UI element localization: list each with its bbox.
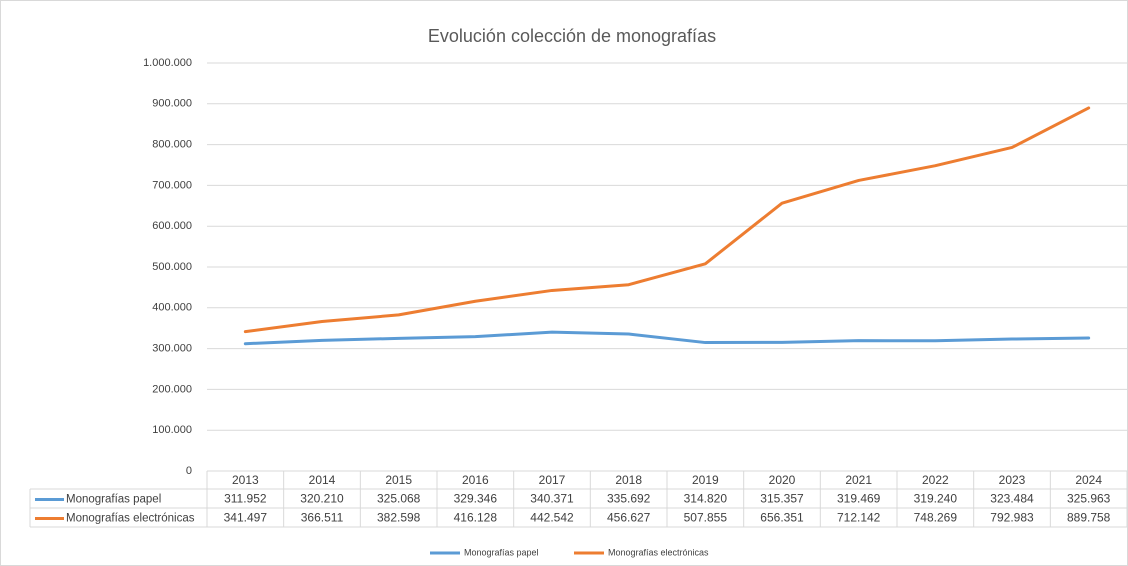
x-tick-label: 2018 bbox=[615, 473, 642, 487]
x-tick-label: 2017 bbox=[539, 473, 566, 487]
x-tick-label: 2020 bbox=[769, 473, 796, 487]
legend-label: Monografías papel bbox=[464, 547, 539, 557]
y-tick-label: 600.000 bbox=[152, 220, 192, 232]
table-cell: 456.627 bbox=[607, 511, 651, 525]
table-cell: 319.469 bbox=[837, 492, 881, 506]
table-cell: 656.351 bbox=[760, 511, 804, 525]
y-tick-label: 100.000 bbox=[152, 424, 192, 436]
table-cell: 320.210 bbox=[300, 492, 344, 506]
table-cell: 442.542 bbox=[530, 511, 574, 525]
table-cell: 314.820 bbox=[684, 492, 728, 506]
table-cell: 311.952 bbox=[224, 492, 267, 506]
table-cell: 329.346 bbox=[454, 492, 498, 506]
table-cell: 335.692 bbox=[607, 492, 651, 506]
x-tick-label: 2015 bbox=[385, 473, 412, 487]
x-tick-label: 2013 bbox=[232, 473, 259, 487]
table-cell: 748.269 bbox=[914, 511, 958, 525]
table-cell: 325.963 bbox=[1067, 492, 1111, 506]
series-line bbox=[243, 330, 1091, 346]
table-cell: 319.240 bbox=[914, 492, 958, 506]
x-tick-label: 2019 bbox=[692, 473, 719, 487]
table-cell: 507.855 bbox=[684, 511, 728, 525]
table-cell: 712.142 bbox=[837, 511, 881, 525]
table-cell: 416.128 bbox=[454, 511, 498, 525]
table-series-name: Monografías papel bbox=[66, 494, 161, 506]
x-tick-label: 2014 bbox=[309, 473, 336, 487]
x-tick-label: 2022 bbox=[922, 473, 949, 487]
chart-title: Evolución colección de monografías bbox=[428, 26, 716, 46]
table-cell: 325.068 bbox=[377, 492, 421, 506]
table-cell: 366.511 bbox=[301, 511, 344, 525]
table-series-name: Monografías electrónicas bbox=[66, 513, 195, 525]
y-tick-label: 700.000 bbox=[152, 179, 192, 191]
table-cell: 341.497 bbox=[224, 511, 268, 525]
y-tick-label: 800.000 bbox=[152, 139, 192, 151]
table-cell: 382.598 bbox=[377, 511, 421, 525]
table-cell: 889.758 bbox=[1067, 511, 1111, 525]
table-cell: 340.371 bbox=[530, 492, 574, 506]
table-cell: 792.983 bbox=[990, 511, 1034, 525]
x-tick-label: 2016 bbox=[462, 473, 489, 487]
y-tick-label: 1.000.000 bbox=[143, 57, 192, 69]
y-tick-label: 200.000 bbox=[152, 383, 192, 395]
legend-label: Monografías electrónicas bbox=[608, 547, 709, 557]
x-tick-label: 2021 bbox=[845, 473, 872, 487]
y-tick-label: 0 bbox=[186, 465, 192, 477]
table-cell: 323.484 bbox=[990, 492, 1034, 506]
x-tick-label: 2024 bbox=[1075, 473, 1102, 487]
y-tick-label: 900.000 bbox=[152, 98, 192, 110]
series-line bbox=[243, 106, 1091, 334]
y-tick-label: 500.000 bbox=[152, 261, 192, 273]
y-tick-label: 300.000 bbox=[152, 343, 192, 355]
table-cell: 315.357 bbox=[760, 492, 804, 506]
x-tick-label: 2023 bbox=[999, 473, 1026, 487]
y-tick-label: 400.000 bbox=[152, 302, 192, 314]
